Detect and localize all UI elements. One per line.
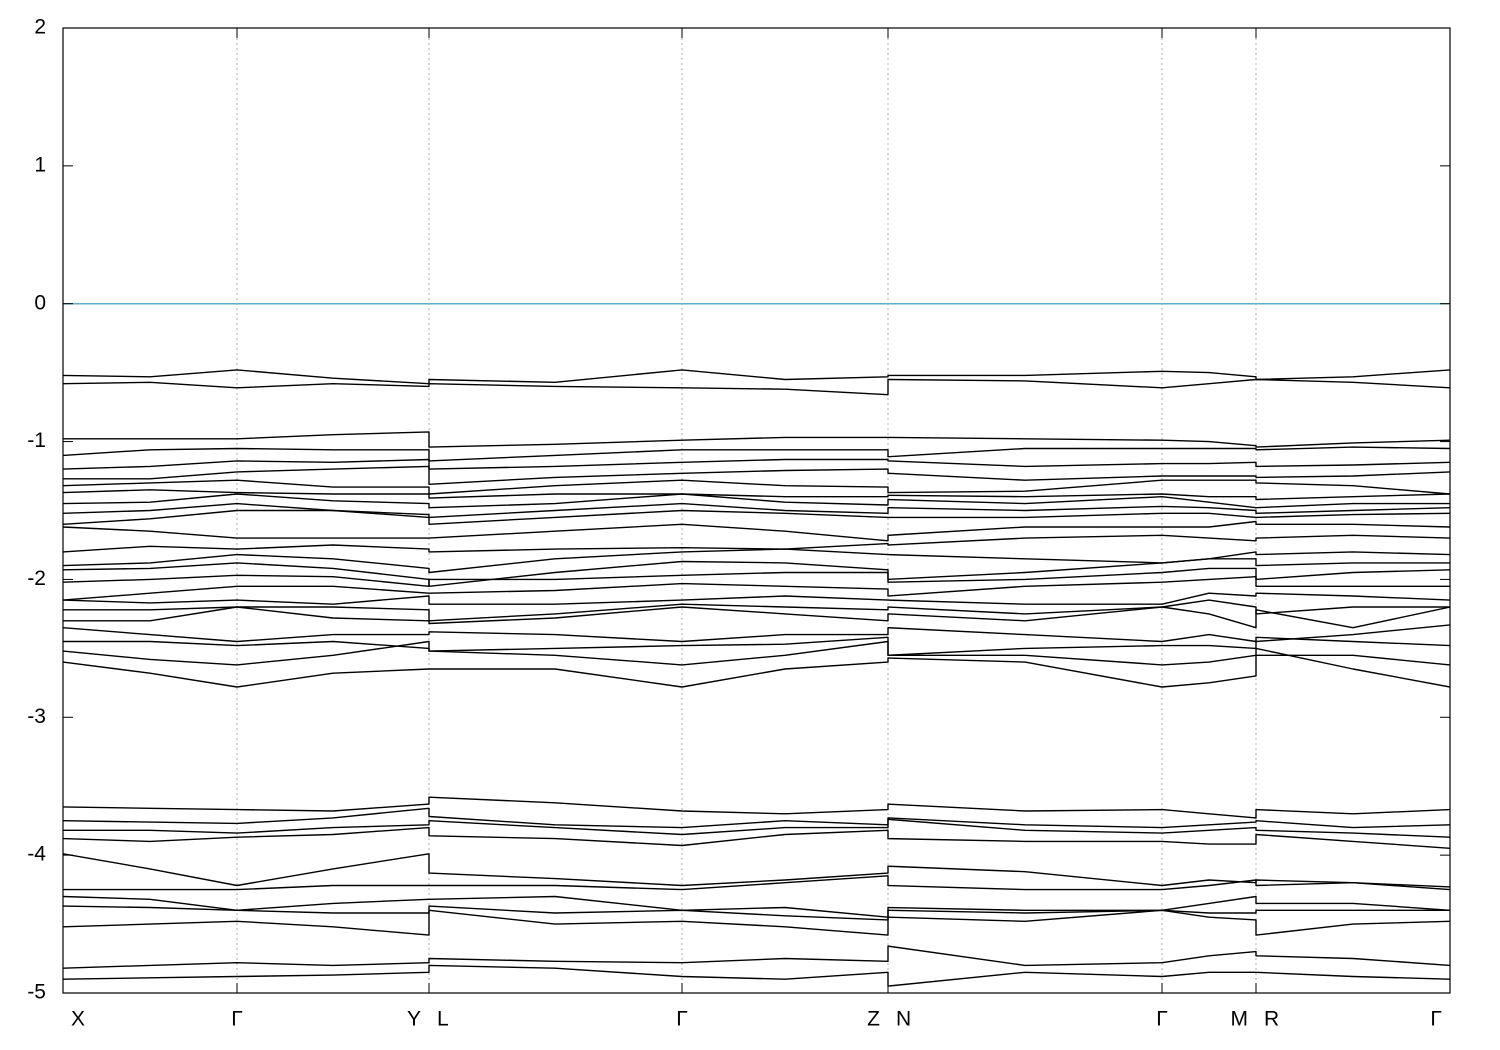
band xyxy=(63,567,1450,587)
band xyxy=(63,446,1450,462)
band xyxy=(63,606,1450,629)
x-tick-label: Y xyxy=(407,1008,421,1031)
axes: -5 -4 -3 -2 -1 0 1 2 X Γ Y L Γ Z N Γ M R Γ xyxy=(27,16,1451,1031)
plot-frame xyxy=(62,27,1451,994)
x-tick-label: M xyxy=(1231,1008,1249,1031)
x-tick-label: Γ xyxy=(1430,1008,1442,1031)
band xyxy=(63,509,1450,525)
y-tick-label: -5 xyxy=(27,981,46,1004)
x-tick-label: R xyxy=(1264,1008,1279,1031)
band xyxy=(63,458,1450,470)
band xyxy=(63,369,1450,385)
band xyxy=(63,636,1450,656)
band xyxy=(63,624,1450,643)
band xyxy=(63,826,1450,849)
band xyxy=(63,489,1450,501)
y-tick-label: 0 xyxy=(34,291,46,314)
x-tick-label: Z xyxy=(867,1008,880,1031)
band xyxy=(63,378,1450,396)
band xyxy=(63,520,1450,542)
x-tick-label: X xyxy=(71,1008,85,1031)
x-tick-label: Γ xyxy=(676,1008,688,1031)
x-tick-label: Γ xyxy=(231,1008,243,1031)
band xyxy=(63,640,1450,666)
band xyxy=(63,592,1450,605)
band xyxy=(63,465,1450,485)
band xyxy=(63,558,1450,587)
band xyxy=(63,647,1450,688)
bands xyxy=(63,302,1450,987)
band xyxy=(63,945,1450,969)
grid xyxy=(236,28,1257,993)
band xyxy=(63,807,1450,829)
x-tick-label: L xyxy=(437,1008,449,1031)
band xyxy=(63,909,1450,936)
band xyxy=(63,599,1450,622)
band xyxy=(63,875,1450,891)
band xyxy=(63,502,1450,519)
y-tick-label: -4 xyxy=(27,843,46,866)
band xyxy=(63,431,1450,448)
y-tick-label: -3 xyxy=(27,705,46,728)
y-tick-label: 2 xyxy=(34,16,46,39)
band xyxy=(63,818,1450,838)
x-tick-label: Γ xyxy=(1156,1008,1168,1031)
band xyxy=(63,576,1450,601)
band xyxy=(63,493,1450,509)
band xyxy=(63,905,1450,921)
y-tick-label: -1 xyxy=(27,429,46,452)
band xyxy=(63,479,1450,495)
band xyxy=(63,964,1450,987)
band xyxy=(63,796,1450,819)
x-tick-label: N xyxy=(896,1008,911,1031)
y-tick-label: 1 xyxy=(34,153,46,176)
y-tick-label: -2 xyxy=(27,567,46,590)
band xyxy=(63,548,1450,574)
band xyxy=(63,534,1450,553)
